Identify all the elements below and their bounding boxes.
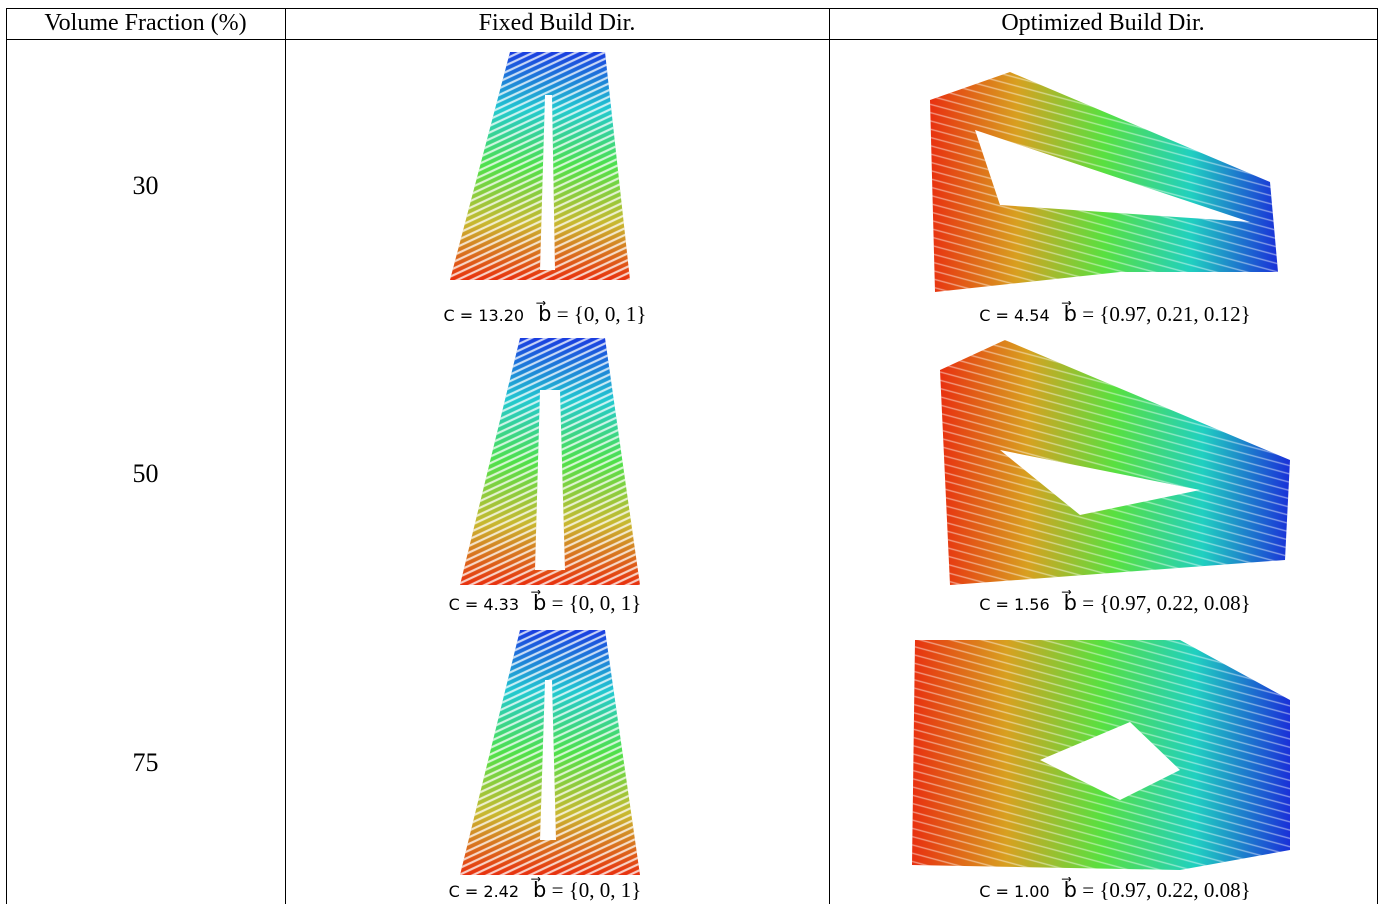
caption: C = 2.42 b⃗ = {0, 0, 1} — [449, 878, 642, 903]
volume-fraction: 30 — [6, 171, 285, 201]
header-cell: Volume Fraction (%) — [6, 8, 285, 38]
optimized-lattice — [912, 72, 1290, 870]
build-direction: b⃗ = {0.97, 0.22, 0.08} — [1064, 591, 1251, 615]
caption: C = 1.00 b⃗ = {0.97, 0.22, 0.08} — [979, 878, 1250, 903]
volume-fraction: 50 — [6, 459, 285, 489]
compliance: C = 2.42 — [449, 882, 519, 901]
rule — [285, 8, 286, 904]
volume-fraction: 75 — [6, 748, 285, 778]
build-direction: b⃗ = {0.97, 0.21, 0.12} — [1064, 302, 1251, 326]
compliance: C = 13.20 — [444, 306, 525, 325]
build-direction: b⃗ = {0, 0, 1} — [533, 878, 641, 902]
compliance: C = 1.00 — [979, 882, 1049, 901]
compliance: C = 4.33 — [449, 595, 519, 614]
caption: C = 13.20 b⃗ = {0, 0, 1} — [444, 302, 647, 327]
caption: C = 1.56 b⃗ = {0.97, 0.22, 0.08} — [979, 591, 1250, 616]
header-cell: Fixed Build Dir. — [285, 8, 829, 38]
build-direction: b⃗ = {0, 0, 1} — [538, 302, 646, 326]
fixed-lattice — [450, 52, 640, 875]
rule — [829, 8, 830, 904]
build-direction: b⃗ = {0.97, 0.22, 0.08} — [1064, 878, 1251, 902]
build-direction: b⃗ = {0, 0, 1} — [533, 591, 641, 615]
caption: C = 4.33 b⃗ = {0, 0, 1} — [449, 591, 642, 616]
caption: C = 4.54 b⃗ = {0.97, 0.21, 0.12} — [979, 302, 1250, 327]
page: Volume Fraction (%) Fixed Build Dir. Opt… — [0, 0, 1381, 904]
header-cell: Optimized Build Dir. — [829, 8, 1377, 38]
rule — [1377, 8, 1378, 904]
compliance: C = 1.56 — [979, 595, 1049, 614]
rule — [6, 39, 1378, 40]
compliance: C = 4.54 — [979, 306, 1049, 325]
